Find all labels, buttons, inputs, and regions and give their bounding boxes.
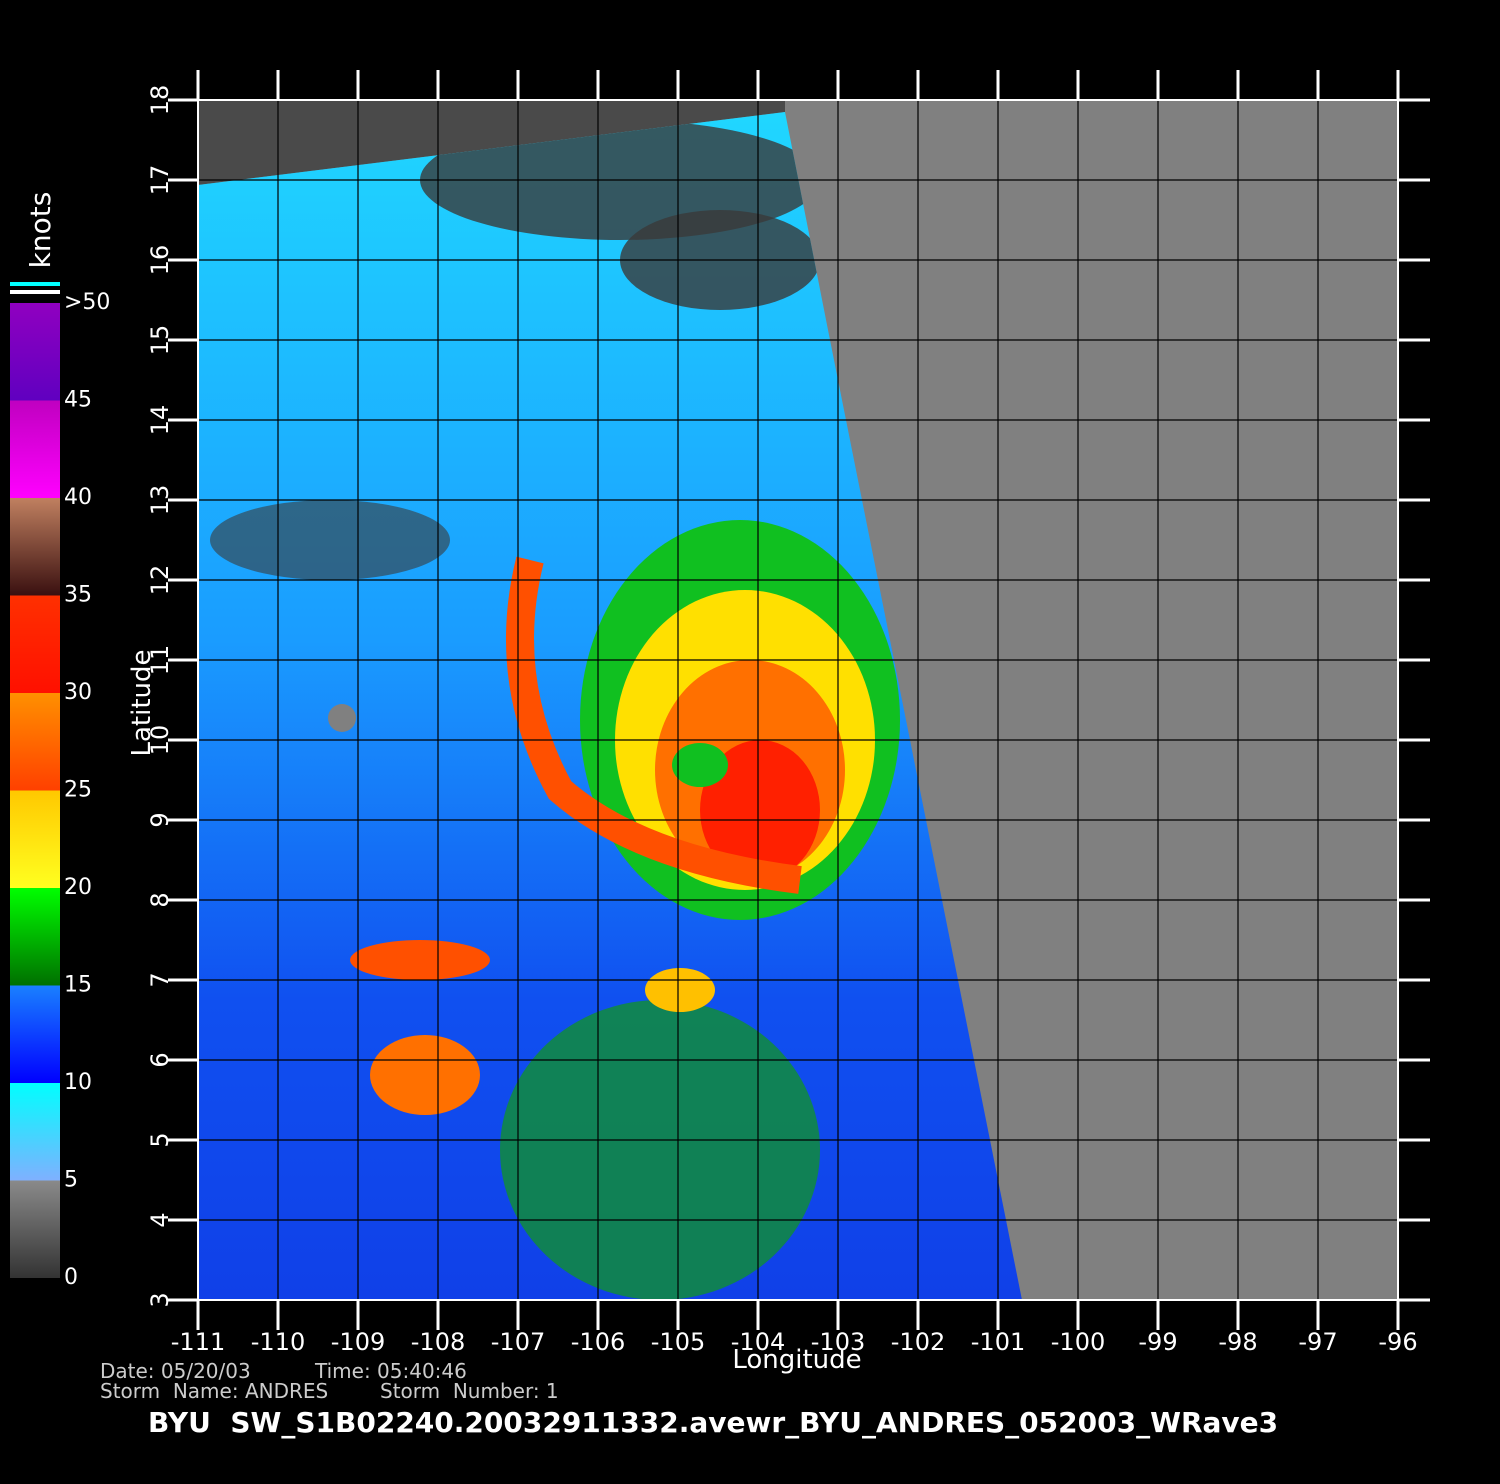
colorbar-label: 30 <box>64 680 92 705</box>
plot-frame <box>197 99 1399 1301</box>
colorbar-cap <box>10 290 60 294</box>
x-tick-label: -105 <box>651 1328 705 1356</box>
y-axis-label: Latitude <box>127 649 157 756</box>
colorbar-label: 10 <box>64 1070 92 1095</box>
colorbar-label: 35 <box>64 583 92 608</box>
y-tick-label: 9 <box>146 812 174 827</box>
x-tick-label: -107 <box>491 1328 545 1356</box>
x-tick-label: -96 <box>1378 1328 1417 1356</box>
date: Date: 05/20/03 <box>100 1359 251 1383</box>
y-tick-label: 6 <box>146 1052 174 1067</box>
x-tick-label: -100 <box>1051 1328 1105 1356</box>
colorbar-segment <box>10 1083 60 1181</box>
axes: -111 -110 -109 -108 -107 -106 -105 -104 -103 -102… <box>146 70 1430 1356</box>
product-title: BYU SW_S1B02240.20032911332.avewr_BYU_AN… <box>148 1406 1278 1439</box>
colorbar-segment <box>10 400 60 498</box>
x-tick-label: -109 <box>331 1328 385 1356</box>
y-tick-label: 16 <box>146 245 174 276</box>
storm-number: Storm Number: 1 <box>380 1379 559 1403</box>
y-tick-label: 14 <box>146 405 174 436</box>
colorbar-unit: knots <box>24 192 57 269</box>
colorbar-label: 45 <box>64 388 92 413</box>
y-tick-label: 12 <box>146 565 174 596</box>
y-tick-label: 8 <box>146 892 174 907</box>
colorbar-label: >50 <box>64 290 110 315</box>
x-tick-label: -106 <box>571 1328 625 1356</box>
x-tick-label: -110 <box>251 1328 305 1356</box>
x-tick-label: -101 <box>971 1328 1025 1356</box>
colorbar-label: 20 <box>64 875 92 900</box>
y-tick-label: 7 <box>146 972 174 987</box>
x-tick-label: -103 <box>811 1328 865 1356</box>
colorbar-segment <box>10 693 60 791</box>
y-tick-label: 11 <box>146 645 174 676</box>
x-tick-label: -104 <box>731 1328 785 1356</box>
colorbar-label: 15 <box>64 973 92 998</box>
colorbar-segment <box>10 1180 60 1278</box>
x-tick-label: -97 <box>1298 1328 1337 1356</box>
x-axis-label: Longitude <box>732 1345 861 1375</box>
colorbar-label: 0 <box>64 1265 78 1290</box>
y-tick-label: 4 <box>146 1212 174 1227</box>
colorbar-segment <box>10 790 60 888</box>
colorbar-label: 40 <box>64 485 92 510</box>
colorbar-segment <box>10 498 60 596</box>
y-tick-label: 10 <box>146 725 174 756</box>
colorbar-label: 25 <box>64 778 92 803</box>
x-tick-label: -98 <box>1218 1328 1257 1356</box>
colorbar-label: 5 <box>64 1168 78 1193</box>
y-tick-label: 3 <box>146 1292 174 1307</box>
x-tick-label: -108 <box>411 1328 465 1356</box>
colorbar-segment <box>10 985 60 1083</box>
colorbar-segment <box>10 303 60 401</box>
y-tick-label: 15 <box>146 325 174 356</box>
storm-name: Storm Name: ANDRES <box>100 1379 328 1403</box>
colorbar-segment <box>10 888 60 986</box>
y-tick-label: 5 <box>146 1132 174 1147</box>
x-tick-label: -102 <box>891 1328 945 1356</box>
x-tick-label: -99 <box>1138 1328 1177 1356</box>
colorbar-segment <box>10 595 60 693</box>
time: Time: 05:40:46 <box>314 1359 467 1383</box>
wind-field <box>198 100 1398 1300</box>
x-tick-label: -111 <box>171 1328 225 1356</box>
y-tick-label: 13 <box>146 485 174 516</box>
y-tick-label: 18 <box>146 85 174 116</box>
y-tick-label: 17 <box>146 165 174 196</box>
colorbar-cap <box>10 282 60 286</box>
